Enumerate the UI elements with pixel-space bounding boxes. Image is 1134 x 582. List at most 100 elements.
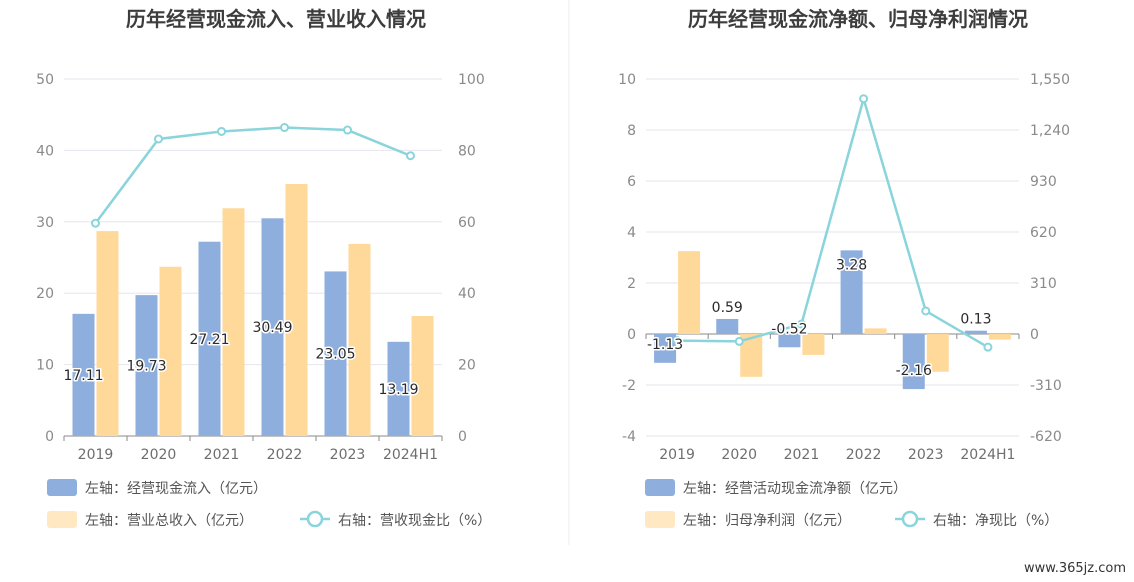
bar-series-1 bbox=[72, 313, 95, 436]
bar-series-1 bbox=[387, 341, 410, 436]
left-axis-tick-label: 0 bbox=[45, 429, 54, 445]
bar-series-2 bbox=[740, 334, 763, 377]
right-axis-tick-label: 1,240 bbox=[1030, 123, 1070, 139]
chart-right-panel: 历年经营现金流净额、归母净利润情况 -4 -620 -2 -310 0 0 2 310 4 620 6… bbox=[618, 7, 1070, 529]
left-axis-tick-label: 10 bbox=[618, 72, 636, 88]
data-label: 23.05 bbox=[315, 347, 355, 363]
x-axis-tick-label: 2021 bbox=[784, 447, 820, 463]
line-point bbox=[983, 342, 993, 352]
left-axis-tick-label: -2 bbox=[622, 378, 636, 394]
bar-series-1 bbox=[716, 318, 739, 334]
bar-series-2 bbox=[678, 251, 701, 334]
line-point bbox=[734, 336, 744, 346]
legend-swatch-line-marker bbox=[901, 510, 919, 528]
bar-series-1 bbox=[964, 330, 987, 334]
line-point bbox=[280, 123, 289, 133]
data-label: 13.19 bbox=[378, 382, 418, 398]
x-axis-tick-label: 2022 bbox=[846, 447, 882, 463]
right-axis-tick-label: -310 bbox=[1030, 378, 1062, 394]
line-point bbox=[154, 134, 163, 144]
line-point bbox=[859, 94, 869, 104]
bar-series-2 bbox=[285, 183, 308, 436]
bar-series-2 bbox=[926, 334, 949, 372]
bar-series-1 bbox=[135, 295, 158, 436]
x-axis-tick-label: 2019 bbox=[659, 447, 695, 463]
left-axis-tick-label: 4 bbox=[627, 225, 636, 241]
legend-label: 左轴：经营活动现金流净额（亿元） bbox=[683, 481, 907, 497]
left-axis-tick-label: 30 bbox=[36, 215, 54, 231]
x-axis-tick-label: 2021 bbox=[204, 447, 240, 463]
left-axis-tick-label: 50 bbox=[36, 72, 54, 88]
chart-title: 历年经营现金流净额、归母净利润情况 bbox=[688, 7, 1028, 31]
data-label: 19.73 bbox=[126, 359, 166, 375]
bar-series-2 bbox=[988, 334, 1011, 340]
bar-series-1 bbox=[902, 334, 925, 390]
left-axis-tick-label: 6 bbox=[627, 174, 636, 190]
line-point bbox=[406, 151, 415, 161]
legend-label: 左轴：经营现金流入（亿元） bbox=[85, 481, 267, 497]
legend-label: 右轴：营收现金比（%） bbox=[338, 513, 491, 529]
x-axis-tick-label: 2020 bbox=[721, 447, 757, 463]
right-axis-tick-label: 0 bbox=[1030, 327, 1039, 343]
right-axis-tick-label: 1,550 bbox=[1030, 72, 1070, 88]
data-label: 0.13 bbox=[960, 312, 991, 328]
right-axis-tick-label: 620 bbox=[1030, 225, 1057, 241]
chart-title: 历年经营现金流入、营业收入情况 bbox=[126, 7, 426, 31]
watermark: www.365jz.com bbox=[1024, 561, 1126, 576]
left-axis-tick-label: 0 bbox=[627, 327, 636, 343]
right-axis-tick-label: -620 bbox=[1030, 429, 1062, 445]
legend-swatch-series-1 bbox=[645, 479, 675, 496]
line-series bbox=[677, 94, 989, 349]
line-series bbox=[94, 126, 411, 224]
bar-series-1 bbox=[654, 334, 677, 363]
bar-series-2 bbox=[348, 243, 371, 436]
bar-series-1 bbox=[840, 250, 863, 334]
bar-series-1 bbox=[261, 218, 284, 436]
left-axis-tick-label: -4 bbox=[622, 429, 636, 445]
legend-swatch-line-marker bbox=[306, 510, 324, 528]
x-axis-tick-label: 2023 bbox=[330, 447, 366, 463]
legend-label: 左轴：归母净利润（亿元） bbox=[683, 512, 851, 529]
legend-swatch-series-2 bbox=[47, 511, 77, 528]
left-axis-tick-label: 10 bbox=[36, 358, 54, 374]
data-label: 0.59 bbox=[712, 300, 743, 316]
bar-series-2 bbox=[222, 208, 245, 436]
line-point bbox=[921, 306, 931, 316]
x-axis-tick-label: 2019 bbox=[78, 447, 114, 463]
data-label: -1.13 bbox=[647, 337, 683, 353]
x-axis-tick-label: 2024H1 bbox=[960, 447, 1015, 463]
data-label: 27.21 bbox=[189, 332, 229, 348]
line-point bbox=[217, 126, 226, 136]
line-point bbox=[343, 125, 352, 135]
line-point bbox=[91, 218, 100, 228]
bar-series-1 bbox=[778, 334, 801, 348]
legend-swatch-series-1 bbox=[47, 479, 77, 496]
data-label: 30.49 bbox=[252, 320, 292, 336]
line-point bbox=[672, 336, 682, 346]
bar-series-2 bbox=[159, 266, 182, 436]
data-label: 17.11 bbox=[63, 368, 103, 384]
legend-swatch-series-2 bbox=[645, 511, 675, 528]
bar-series-2 bbox=[802, 334, 825, 355]
bar-series-2 bbox=[411, 316, 434, 436]
right-axis-tick-label: 930 bbox=[1030, 174, 1057, 190]
x-axis-tick-label: 2020 bbox=[141, 447, 177, 463]
data-label: -2.16 bbox=[896, 363, 932, 379]
left-axis-tick-label: 20 bbox=[36, 286, 54, 302]
left-axis-tick-label: 40 bbox=[36, 143, 54, 159]
bar-series-2 bbox=[864, 328, 887, 334]
right-axis-tick-label: 310 bbox=[1030, 276, 1057, 292]
line-point bbox=[796, 319, 806, 329]
right-axis-tick-label: 40 bbox=[458, 286, 476, 302]
bar-series-2 bbox=[96, 231, 119, 436]
right-axis-tick-label: 60 bbox=[458, 215, 476, 231]
left-axis-tick-label: 8 bbox=[627, 123, 636, 139]
data-label: 3.28 bbox=[836, 257, 867, 273]
x-axis-tick-label: 2023 bbox=[908, 447, 944, 463]
x-axis-tick-label: 2022 bbox=[267, 447, 303, 463]
right-axis-tick-label: 0 bbox=[458, 429, 467, 445]
right-axis-tick-label: 80 bbox=[458, 143, 476, 159]
legend-label: 右轴：净现比（%） bbox=[933, 513, 1058, 529]
